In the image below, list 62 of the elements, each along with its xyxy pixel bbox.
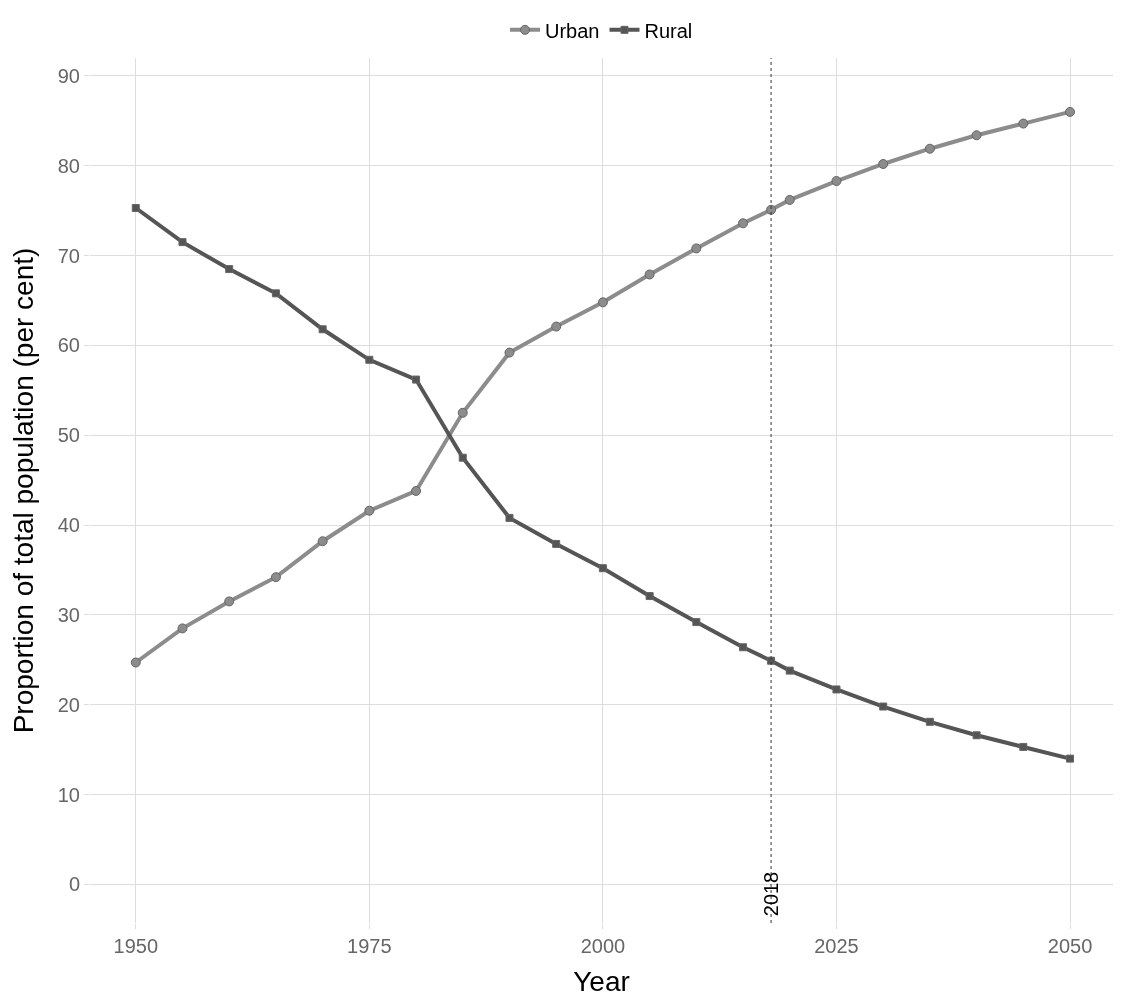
point <box>645 592 654 601</box>
point <box>411 485 422 496</box>
point <box>879 702 888 711</box>
point <box>505 513 514 522</box>
y-tick-label: 70 <box>57 244 80 267</box>
point <box>551 321 562 332</box>
y-tick-label: 90 <box>57 64 80 87</box>
y-axis-title: Proportion of total population (per cent) <box>8 247 40 734</box>
point <box>365 355 374 364</box>
point <box>1018 118 1029 129</box>
point <box>504 347 515 358</box>
point <box>691 243 702 254</box>
point <box>738 218 749 229</box>
point <box>739 643 748 652</box>
point <box>364 505 375 516</box>
point <box>878 158 889 169</box>
x-tick-label: 2000 <box>580 935 626 957</box>
point <box>597 297 608 308</box>
x-axis-title: Year <box>573 966 630 998</box>
y-tick-label: 40 <box>57 514 80 537</box>
point <box>130 657 141 668</box>
legend-label: Rural <box>644 19 693 42</box>
point <box>225 265 234 274</box>
point <box>1019 742 1028 751</box>
point <box>1065 106 1076 117</box>
y-tick-label: 0 <box>68 873 80 896</box>
y-tick-label: 30 <box>57 603 80 626</box>
point <box>644 269 655 280</box>
point <box>832 685 841 694</box>
point <box>831 176 842 187</box>
x-tick-label: 1950 <box>113 935 159 957</box>
y-tick-label: 50 <box>57 424 80 447</box>
point <box>785 666 794 675</box>
point <box>271 289 280 298</box>
y-tick-label: 80 <box>57 154 80 177</box>
point <box>458 453 467 462</box>
point <box>224 596 235 607</box>
point <box>971 130 982 141</box>
point <box>131 204 140 213</box>
point <box>457 407 468 418</box>
point <box>318 325 327 334</box>
y-tick-label: 20 <box>57 693 80 716</box>
x-tick-label: 2025 <box>814 935 859 957</box>
point <box>178 238 187 247</box>
point <box>692 618 701 627</box>
legend-label: Urban <box>545 19 600 42</box>
y-tick-label: 60 <box>57 334 80 357</box>
point <box>270 572 281 583</box>
ref-line-label: 2018 <box>759 871 782 917</box>
point <box>317 536 328 547</box>
point <box>412 375 421 384</box>
point <box>972 731 981 740</box>
point <box>177 623 188 634</box>
point <box>598 564 607 573</box>
point <box>1066 754 1075 763</box>
point <box>925 717 934 726</box>
point <box>552 539 561 548</box>
point <box>924 143 935 154</box>
x-tick-label: 2050 <box>1047 935 1093 957</box>
y-tick-label: 10 <box>57 783 80 806</box>
point <box>784 194 795 205</box>
x-tick-label: 1975 <box>347 935 392 957</box>
